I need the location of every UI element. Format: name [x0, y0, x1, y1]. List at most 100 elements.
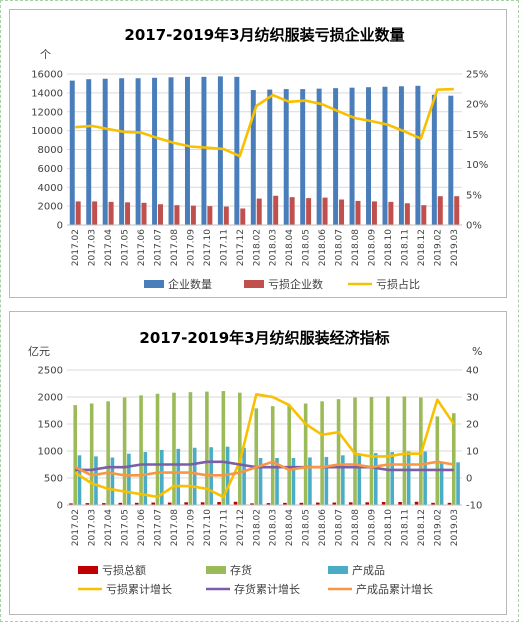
x-tick-label: 2017.07	[154, 509, 164, 546]
economic-indicator-chart: 2017-2019年3月纺织服装经济指标 亿元% 0 500 1000 1500 2000 2…	[9, 311, 507, 615]
legend-swatch	[328, 566, 348, 574]
bar	[134, 502, 139, 505]
bar	[336, 399, 341, 505]
bar	[102, 503, 106, 505]
bar	[135, 78, 141, 225]
x-tick-label: 2018.06	[318, 509, 328, 546]
bar	[240, 208, 246, 225]
bar	[373, 453, 378, 505]
x-tick-label: 2017.02	[71, 509, 81, 546]
x-tick-label: 2018.12	[417, 229, 427, 266]
x-tick-label: 2018.10	[384, 229, 394, 266]
bar	[200, 502, 205, 505]
bar	[254, 408, 259, 505]
y2-tick-label: 0	[466, 474, 472, 485]
bar	[221, 391, 226, 505]
x-tick-label: 2018.02	[252, 509, 262, 546]
x-tick-label: 2017.04	[104, 229, 114, 266]
chart-title: 2017-2019年3月纺织服装经济指标	[139, 329, 389, 347]
bar	[320, 401, 324, 505]
y2-tick-label: -10	[466, 501, 482, 512]
bar	[201, 76, 207, 225]
bar	[322, 197, 328, 225]
bar	[86, 79, 92, 225]
x-tick-label: 2018.03	[269, 509, 279, 546]
bar	[233, 501, 238, 505]
bar	[287, 404, 291, 505]
x-tick-label: 2019.02	[433, 229, 443, 266]
bar	[275, 458, 279, 505]
x-tick-label: 2018.07	[335, 229, 345, 266]
x-tick-label: 2018.05	[302, 229, 312, 266]
bar	[89, 403, 94, 505]
bar	[316, 502, 320, 505]
bar	[250, 90, 256, 225]
bar	[69, 503, 73, 505]
bar	[289, 197, 295, 225]
x-tick-label: 2017.08	[170, 229, 180, 266]
bar	[369, 397, 374, 505]
bar	[234, 76, 240, 225]
bar	[172, 392, 176, 505]
bar	[308, 457, 312, 505]
bar	[176, 448, 181, 505]
legend-swatch	[78, 566, 98, 574]
bar	[421, 205, 427, 225]
y-tick-label: 16000	[31, 70, 63, 81]
y-tick-label: 0	[57, 501, 63, 512]
bar	[118, 502, 123, 505]
bar	[451, 413, 456, 505]
y-tick-label: 8000	[38, 145, 63, 156]
bar	[431, 94, 437, 225]
bar	[77, 455, 82, 505]
bar	[188, 392, 193, 505]
bar	[332, 502, 337, 505]
legend-label: 存货	[230, 563, 252, 577]
bar	[398, 502, 402, 505]
left-axis-unit: 亿元	[28, 345, 50, 358]
bar	[94, 456, 98, 505]
bar	[125, 202, 131, 225]
x-tick-label: 2018.09	[367, 509, 377, 546]
x-tick-label: 2017.04	[104, 509, 114, 546]
y2-tick-label: 0%	[466, 221, 482, 232]
bar	[160, 449, 164, 505]
x-tick-label: 2019.02	[433, 509, 443, 546]
legend-label: 产成品累计增长	[356, 582, 433, 596]
x-tick-label: 2017.12	[236, 229, 246, 266]
bar	[256, 198, 262, 225]
bar	[152, 77, 158, 226]
y-tick-label: 14000	[31, 88, 63, 99]
bar	[381, 502, 386, 505]
bar	[143, 452, 148, 505]
bar	[406, 451, 411, 505]
y-tick-label: 2000	[38, 393, 63, 404]
bar	[266, 503, 271, 505]
x-tick-label: 2018.07	[335, 509, 345, 546]
bar	[390, 452, 395, 505]
bar	[437, 196, 443, 225]
bar	[168, 77, 174, 225]
bar	[386, 396, 390, 505]
y2-tick-label: 40	[466, 366, 479, 377]
y-tick-label: 2000	[38, 202, 63, 213]
bar	[454, 196, 460, 225]
x-tick-label: 2017.07	[154, 229, 164, 266]
y2-tick-label: 5%	[466, 190, 482, 201]
bar	[283, 502, 287, 505]
bar	[273, 195, 279, 225]
bar	[217, 502, 221, 505]
bar	[388, 201, 394, 225]
bar	[291, 458, 296, 505]
y2-tick-label: 10%	[466, 160, 488, 171]
x-tick-label: 2017.03	[88, 509, 98, 546]
bar	[106, 401, 110, 505]
legend-label: 存货累计增长	[234, 582, 300, 596]
bar	[415, 85, 421, 225]
bar	[122, 397, 127, 505]
bar	[75, 201, 81, 225]
bar	[250, 503, 254, 505]
bar	[300, 89, 306, 225]
bar	[139, 395, 143, 505]
